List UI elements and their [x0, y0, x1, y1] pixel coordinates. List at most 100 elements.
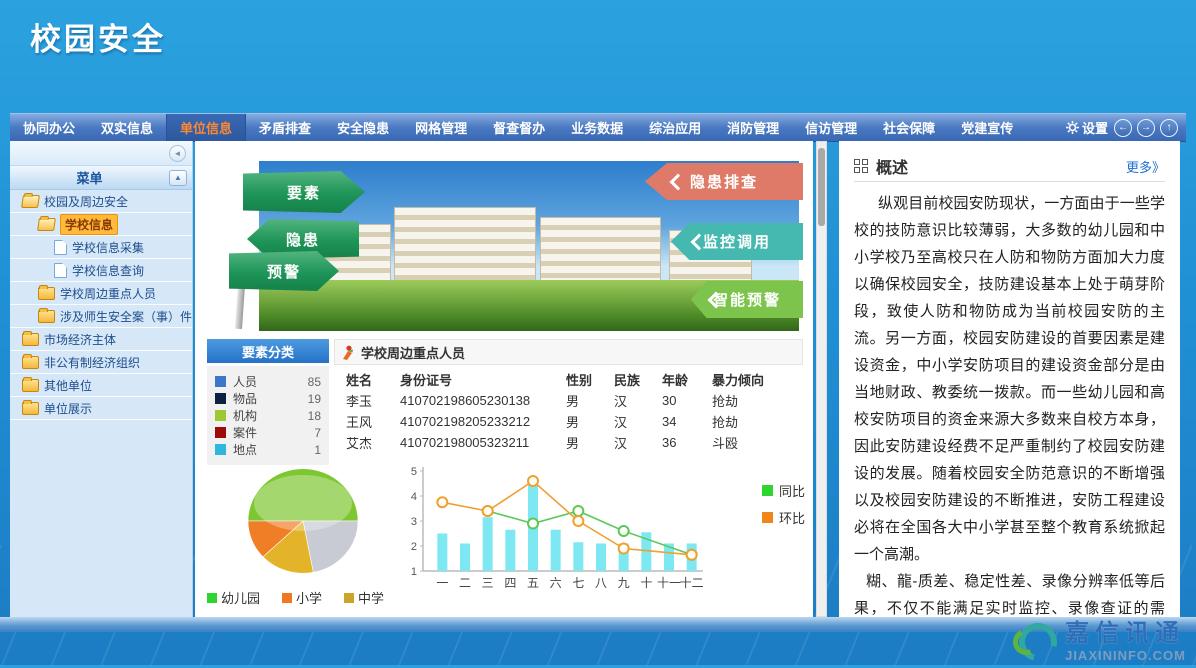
pie-gloss [254, 475, 352, 531]
nav-item-矛盾排查[interactable]: 矛盾排查 [259, 121, 312, 136]
legend-count: 1 [314, 442, 321, 457]
nav-item-督查督办[interactable]: 督查督办 [493, 121, 546, 136]
sidebar-item-涉及师生安全案（事）件[interactable]: 涉及师生安全案（事）件 [10, 305, 192, 328]
nav-item-消防管理[interactable]: 消防管理 [727, 121, 780, 136]
nav-item-协同办公[interactable]: 协同办公 [23, 121, 76, 136]
nav-item-网格管理[interactable]: 网格管理 [415, 121, 468, 136]
sidebar-item-学校信息查询[interactable]: 学校信息查询 [10, 259, 192, 282]
pie-slice-unlabeled[interactable] [302, 520, 359, 573]
bar-七[interactable] [573, 542, 584, 571]
marker-环比[interactable] [527, 475, 539, 487]
forward-button[interactable]: → [1137, 118, 1155, 137]
marker-环比[interactable] [481, 505, 494, 517]
bar-六[interactable] [550, 529, 561, 571]
pie-slice-中学[interactable] [262, 520, 314, 574]
svg-text:六: 六 [550, 576, 562, 590]
top-button[interactable]: ↑ [1160, 118, 1178, 137]
sign-隐患[interactable]: 隐患 [247, 219, 359, 259]
pie-legend-item: 幼儿园 [207, 588, 260, 607]
table-cell: 410702198205233212 [400, 414, 531, 429]
tree-item-label: 市场经济主体 [44, 332, 117, 347]
marker-环比[interactable] [572, 515, 585, 527]
table-cell: 汉 [614, 436, 628, 451]
gear-icon [1065, 121, 1079, 134]
svg-text:2: 2 [411, 541, 417, 553]
svg-text:九: 九 [618, 576, 630, 590]
sidebar-item-校园及周边安全[interactable]: 校园及周边安全 [10, 190, 192, 213]
nav-item-党建宣传[interactable]: 党建宣传 [961, 121, 1014, 136]
marker-环比[interactable] [617, 542, 630, 555]
ribbon-隐患排查[interactable]: 隐患排查 [645, 163, 803, 200]
tree-item-label: 学校信息采集 [72, 240, 145, 255]
menu-collapse-button[interactable]: ▲ [169, 169, 187, 186]
nav-item-社会保障[interactable]: 社会保障 [883, 121, 936, 136]
nav-item-业务数据[interactable]: 业务数据 [571, 121, 624, 136]
folder-open-icon [21, 194, 40, 208]
more-link[interactable]: 更多》 [1125, 159, 1165, 175]
ribbon-智能预警[interactable]: 智能预警 [691, 281, 803, 318]
bar-三[interactable] [482, 517, 493, 571]
sidebar-item-市场经济主体[interactable]: 市场经济主体 [10, 328, 192, 351]
table-cell: 30 [662, 393, 677, 408]
bar-四[interactable] [505, 529, 516, 571]
grid-icon [854, 159, 868, 173]
marker-同比[interactable] [527, 517, 539, 530]
nav-right-cluster: 设置 ← → ↑ [1065, 114, 1186, 141]
marker-同比[interactable] [617, 525, 630, 537]
sidebar-menu-header: 菜单 ▲ [10, 166, 192, 190]
folder-icon [38, 307, 55, 323]
pie-slice-幼儿园[interactable] [247, 468, 359, 522]
table-cell: 34 [662, 414, 677, 429]
svg-text:3: 3 [411, 516, 417, 528]
bar-十一[interactable] [664, 543, 674, 572]
nav-item-信访管理[interactable]: 信访管理 [805, 121, 858, 136]
sign-要素[interactable]: 要素 [243, 171, 365, 213]
nav-item-双实信息[interactable]: 双实信息 [101, 121, 154, 136]
bar-八[interactable] [596, 543, 606, 572]
overview-body: 纵观目前校园安防现状，一方面由于一些学校的技防意识比较薄弱，大多数的幼儿园和中小… [854, 182, 1165, 617]
nav-item-安全隐患[interactable]: 安全隐患 [337, 121, 390, 136]
bar-二[interactable] [460, 543, 470, 572]
legend-swatch [215, 376, 226, 387]
building-shape [394, 206, 537, 284]
pie-slice-小学[interactable] [247, 520, 304, 558]
scrollbar-thumb[interactable] [818, 148, 825, 226]
sidebar-item-学校周边重点人员[interactable]: 学校周边重点人员 [10, 282, 192, 305]
marker-同比[interactable] [572, 505, 585, 517]
nav-item-综治应用[interactable]: 综治应用 [649, 121, 702, 136]
bar-十[interactable] [641, 532, 652, 571]
table-row[interactable]: 王风 410702198205233212 男 汉 34 抢劫 [334, 411, 803, 432]
sidebar-item-单位展示[interactable]: 单位展示 [10, 397, 192, 420]
sidebar-item-学校信息采集[interactable]: 学校信息采集 [10, 236, 192, 259]
bar-一[interactable] [437, 533, 448, 572]
sign-预警[interactable]: 预警 [229, 251, 339, 291]
overview-paragraph: 纵观目前校园安防现状，一方面由于一些学校的技防意识比较薄弱，大多数的幼儿园和中小… [854, 195, 1165, 563]
sidebar-item-其他单位[interactable]: 其他单位 [10, 374, 192, 397]
nav-item-单位信息[interactable]: 单位信息 [166, 114, 247, 141]
sidebar-item-非公有制经济组织[interactable]: 非公有制经济组织 [10, 351, 192, 374]
back-button[interactable]: ← [1114, 118, 1132, 137]
settings-button[interactable]: 设置 [1065, 118, 1108, 137]
combo-legend: 同比 环比 [761, 481, 805, 535]
legend-label: 幼儿园 [221, 591, 261, 606]
marker-环比[interactable] [436, 496, 449, 509]
sidebar-collapse-button[interactable]: ◄ [169, 144, 186, 162]
settings-label: 设置 [1081, 121, 1108, 136]
personnel-panel: 学校周边重点人员 姓名 身份证号 性别 民族 年龄 暴力倾向 李玉 4107021986052… [334, 339, 803, 457]
column-header: 年龄 [662, 373, 689, 388]
window-buttons: ← → ↑ [1114, 118, 1178, 137]
overview-paragraph: 糊、龍-质差、稳定性差、录像分辨率低等后果，不仅不能满足实时监控、录像查证的需要… [854, 573, 1165, 617]
elements-panel-header[interactable]: 要素分类 [207, 339, 329, 363]
sidebar-item-学校信息[interactable]: 学校信息 [10, 213, 192, 236]
ribbon-监控调用[interactable]: 监控调用 [671, 223, 803, 260]
pie-chart [247, 468, 359, 574]
table-row[interactable]: 艾杰 410702198005323211 男 汉 36 斗殴 [334, 432, 803, 453]
legend-count: 85 [307, 374, 321, 389]
bar-九[interactable] [618, 543, 629, 572]
table-row[interactable]: 李玉 410702198605230138 男 汉 30 抢劫 [334, 390, 803, 411]
jiaxin-logo-icon [1015, 621, 1057, 655]
vertical-scrollbar[interactable] [816, 141, 827, 617]
marker-环比[interactable] [685, 548, 698, 561]
folder-icon [22, 330, 39, 346]
table-cell: 王风 [346, 415, 373, 430]
